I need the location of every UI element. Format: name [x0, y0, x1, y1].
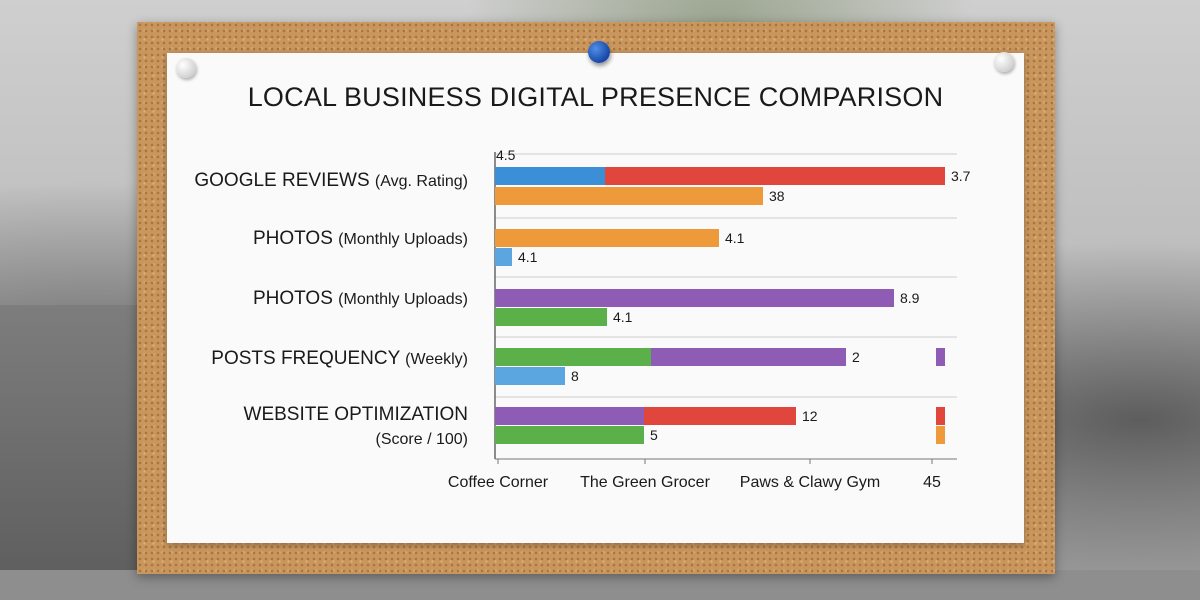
bar-segment [495, 426, 644, 444]
data-label: 2 [852, 349, 860, 365]
blue-pushpin-icon [588, 41, 610, 63]
bar-segment [495, 187, 763, 205]
data-label: 4.5 [496, 147, 516, 163]
x-tick-label: 45 [923, 474, 941, 491]
x-tick-label: Coffee Corner [448, 474, 549, 491]
category-label-main: GOOGLE REVIEWS [194, 170, 375, 191]
category-label-main: POSTS FREQUENCY [211, 348, 405, 369]
data-label: 12 [802, 408, 818, 424]
data-label: 3.7 [951, 168, 971, 184]
data-label: 4.1 [613, 309, 633, 325]
clear-pushpin-icon [176, 58, 196, 78]
category-label-sub: (Weekly) [405, 351, 468, 368]
bar-segment [495, 367, 565, 385]
data-label: 4.1 [725, 230, 745, 246]
clear-pushpin-icon [994, 52, 1014, 72]
bar-segment [495, 308, 607, 326]
bar-segment [936, 426, 945, 444]
blurred-desk [0, 570, 1200, 600]
data-label: 8.9 [900, 290, 920, 306]
bar-segment [495, 289, 894, 307]
x-tick-label: The Green Grocer [580, 474, 711, 491]
bar-segment [936, 407, 945, 425]
bar-segment [495, 348, 651, 366]
data-label: 5 [650, 427, 658, 443]
category-label: POSTS FREQUENCY (Weekly) [211, 348, 468, 369]
data-label: 4.1 [518, 249, 538, 265]
category-label-main: PHOTOS [253, 228, 338, 249]
category-label-main: PHOTOS [253, 288, 338, 309]
category-label-main: WEBSITE OPTIMIZATION [244, 404, 468, 425]
category-label: GOOGLE REVIEWS (Avg. Rating) [194, 170, 468, 191]
bar-segment [495, 229, 719, 247]
bar-segment [495, 167, 605, 185]
category-label: PHOTOS (Monthly Uploads) [253, 228, 468, 249]
category-label-sub: (Monthly Uploads) [338, 291, 468, 308]
bar-segment [605, 167, 945, 185]
category-label-sub: (Score / 100) [376, 431, 468, 448]
blurred-shelf [0, 305, 140, 600]
bar-segment [495, 248, 512, 266]
bar-segment [495, 407, 644, 425]
category-label: PHOTOS (Monthly Uploads) [253, 288, 468, 309]
bar-segment [644, 407, 796, 425]
data-label: 38 [769, 188, 785, 204]
category-label: WEBSITE OPTIMIZATION [244, 404, 468, 425]
chart-title: LOCAL BUSINESS DIGITAL PRESENCE COMPARIS… [247, 82, 944, 112]
category-label-sub: (Monthly Uploads) [338, 231, 468, 248]
x-tick-label: Paws & Clawy Gym [740, 474, 880, 491]
bar-segment [651, 348, 846, 366]
bar-segment [936, 348, 945, 366]
data-label: 8 [571, 368, 579, 384]
category-label-sub: (Avg. Rating) [375, 173, 468, 190]
